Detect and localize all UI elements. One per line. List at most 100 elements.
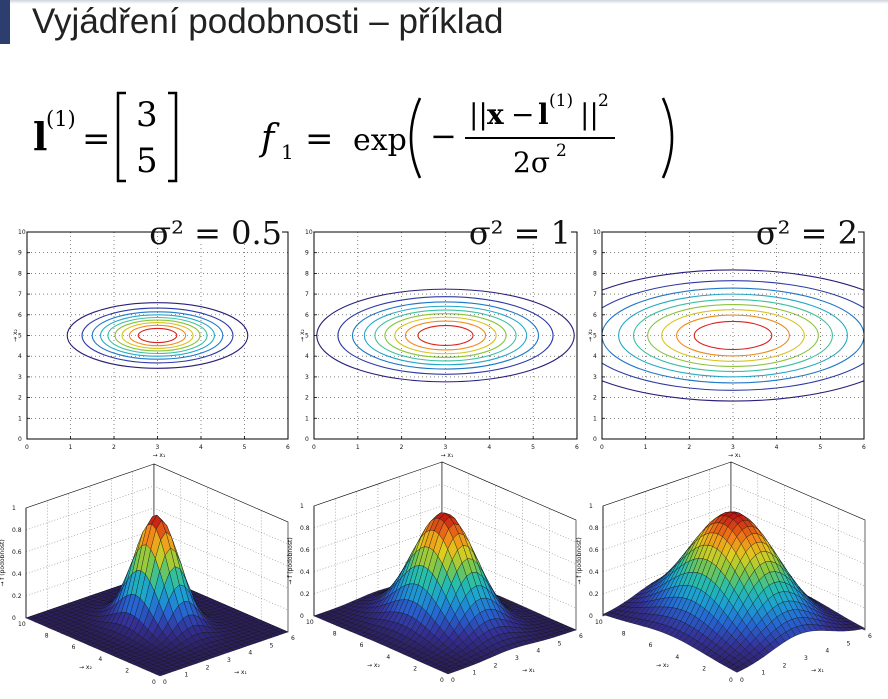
contour-level [618,293,848,378]
exp-function: exp [353,123,407,158]
y-tick-label: 10 [595,619,603,626]
z-axis-label: → f (podobnost) [0,539,6,586]
plot-frame [601,231,865,440]
y-tick-label: 3 [305,374,309,381]
contour-level [107,316,208,355]
x-tick-label: 3 [227,657,231,664]
x-tick-label: 3 [156,444,160,451]
x-tick-label: 1 [644,444,648,451]
x-tick-label: 0 [312,444,316,451]
y-tick-label: 8 [45,633,49,640]
x-tick-label: 4 [199,444,203,451]
z-axis-label: → f (podobnost) [287,537,294,584]
surface-plot-2: 0 0.2 0.4 0.6 0.8 1 → f (podobnost) 0 1 2 3 4 5 6 10 8 6… [287,461,583,684]
z-tick-label: 0.4 [300,569,310,576]
y-tick-label: 2 [18,395,22,402]
z-tick-label: 0 [12,615,16,622]
contour-level [337,296,554,375]
contour-level [661,309,805,362]
contour-level [693,320,773,351]
chart-title: σ² = 1 [469,214,571,252]
norm-minus: − [511,98,534,131]
x-tick-label: 3 [731,444,735,451]
contour-level [363,305,528,366]
z-tick-label: 0.8 [300,525,310,532]
contour-lines [66,302,249,369]
surface-patch [732,667,743,673]
y-tick-label: 9 [305,250,309,257]
x-tick-label: 5 [847,640,851,647]
title-bg [771,208,858,244]
contour-level [602,280,864,391]
x-axis-label: → x₁ [522,667,535,674]
surface-mesh [25,514,289,677]
surface-mesh [313,512,577,675]
y-tick-label: 9 [18,250,22,257]
x-tick-label: 2 [112,444,116,451]
z-tick-label: 1 [12,505,16,512]
title-accent-bar [0,0,10,44]
y-tick-label: 0 [305,436,309,443]
y-tick-label: 10 [305,229,313,236]
y-tick-label: 6 [305,312,309,319]
x-tick-label: 1 [69,444,73,451]
contour-level [66,302,249,369]
denominator: 2σ [513,146,550,179]
x-tick-label: 4 [536,648,540,655]
y-tick-label: 2 [305,395,309,402]
z-tick-label: 0.4 [589,569,599,576]
contour-level [316,288,575,383]
norm-close: || [580,98,599,131]
title-header-band [0,0,888,4]
x-tick-label: 0 [451,677,455,684]
z-tick-label: 0.2 [589,591,599,598]
landmark-formula: l (1) = 3 5 [33,91,178,183]
x-tick-label: 5 [270,642,274,649]
y-tick-label: 6 [593,312,597,319]
title-bg [484,208,571,244]
x-tick-label: 2 [400,444,404,451]
surface-patch [155,672,166,677]
y-tick-label: 2 [702,665,706,672]
title-bg [166,208,282,244]
y-tick-label: 4 [305,353,309,360]
y-axis-label: → x₂ [656,662,669,669]
formula-area: l (1) = 3 5 f 1 = exp − || x − l (1) || … [33,91,674,183]
y-tick-label: 8 [305,270,309,277]
contour-level [647,304,819,367]
y-tick-label: 0 [729,677,733,684]
y-tick-label: 8 [333,631,337,638]
contour-level [602,287,864,384]
plot-frame [26,231,289,440]
z-tick-label: 0 [300,613,304,620]
y-axis-label: → x₂ [79,664,92,671]
x-tick-label: 3 [804,655,808,662]
right-paren [661,97,674,179]
z-tick-label: 0.8 [589,525,599,532]
y-tick-label: 2 [593,395,597,402]
norm-l: l [538,98,549,131]
y-axis-label: → x₂ [12,328,19,341]
y-tick-label: 1 [305,415,309,422]
x-tick-label: 5 [818,444,822,451]
chart-title: σ² = 0.5 [149,214,282,252]
y-tick-label: 5 [18,333,22,340]
x-tick-label: 2 [494,662,498,669]
equals-sign-1: = [82,119,111,159]
x-tick-label: 2 [206,664,210,671]
norm-superscript: (1) [549,91,573,111]
y-tick-label: 10 [18,229,26,236]
x-tick-label: 6 [286,444,290,451]
contour-level [384,313,507,358]
left-paren [409,97,422,179]
x-tick-label: 1 [184,672,188,679]
contour-level [121,322,194,349]
x-tick-label: 6 [575,444,579,451]
contour-plot-2: 0 1 2 3 4 5 6 0 1 2 3 4 5 6 7 8 9 10 → x₁ → x₂ σ² = 1 [299,208,579,459]
minus-sign: − [430,117,457,155]
x-tick-label: 5 [531,444,535,451]
contour-lines [316,288,575,383]
z-tick-label: 0.6 [589,547,599,554]
x-tick-label: 0 [25,444,29,451]
